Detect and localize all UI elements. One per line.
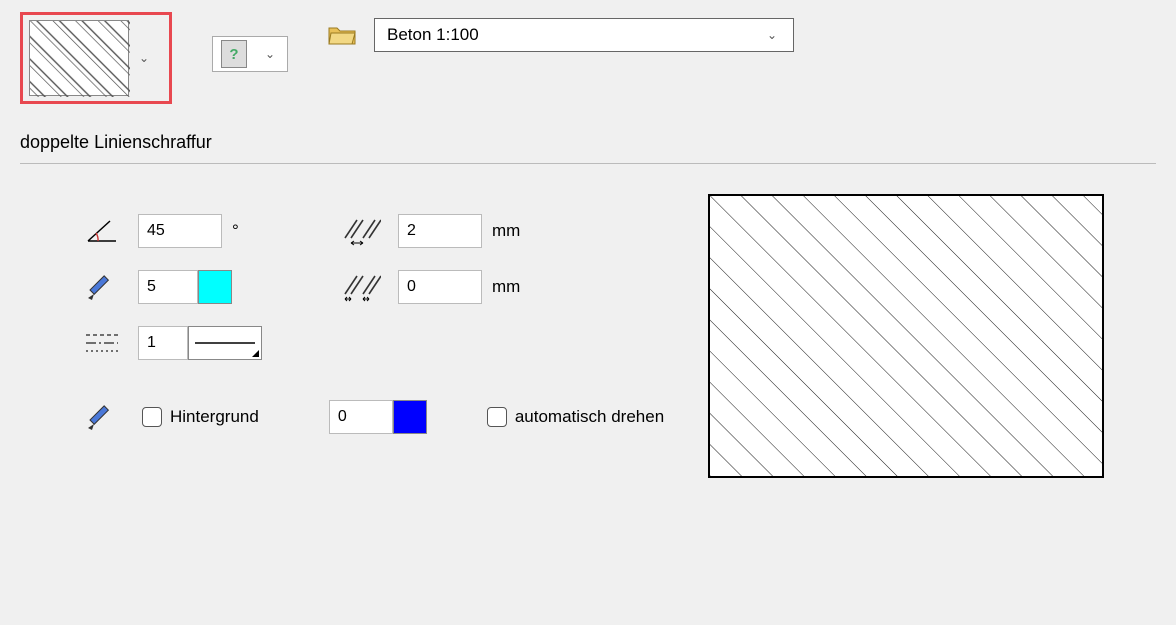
chevron-down-icon: ⌄ [767, 28, 781, 42]
help-icon: ? [221, 40, 247, 68]
checkbox-box [142, 407, 162, 427]
background-label: Hintergrund [170, 407, 259, 427]
hatch-swatch-icon [29, 20, 129, 96]
hatch-settings-group: 45 ° 2 [20, 163, 1156, 462]
angle-input[interactable]: 45 [138, 214, 222, 248]
hatch-pattern-selector[interactable]: ⌄ [20, 12, 172, 104]
angle-icon [82, 214, 122, 248]
autorotate-checkbox[interactable]: automatisch drehen [487, 407, 664, 427]
pen-color-swatch[interactable] [198, 270, 232, 304]
linetype-swatch[interactable] [188, 326, 262, 360]
spacing2-input[interactable]: 0 [398, 270, 482, 304]
spacing2-icon [342, 270, 382, 304]
help-link-button[interactable]: ? ⌄ [212, 36, 288, 72]
background-color-swatch[interactable] [393, 400, 427, 434]
angle-unit: ° [232, 221, 239, 241]
checkbox-box [487, 407, 507, 427]
spacing1-unit: mm [492, 221, 520, 241]
spacing1-icon [342, 214, 382, 248]
autorotate-label: automatisch drehen [515, 407, 664, 427]
background-checkbox[interactable]: Hintergrund [142, 407, 259, 427]
pen-icon [82, 400, 122, 434]
folder-icon[interactable] [328, 24, 356, 46]
hatch-preview [708, 194, 1104, 478]
linetype-input[interactable]: 1 [138, 326, 188, 360]
group-title: doppelte Linienschraffur [20, 132, 1156, 153]
background-pen-input[interactable]: 0 [329, 400, 393, 434]
pen-input[interactable]: 5 [138, 270, 198, 304]
chevron-down-icon: ⌄ [139, 51, 153, 65]
spacing1-input[interactable]: 2 [398, 214, 482, 248]
chevron-down-icon: ⌄ [265, 47, 279, 61]
pen-icon [82, 270, 122, 304]
material-dropdown[interactable]: Beton 1:100 ⌄ [374, 18, 794, 52]
material-dropdown-value: Beton 1:100 [387, 25, 479, 45]
linetype-icon [82, 326, 122, 360]
spacing2-unit: mm [492, 277, 520, 297]
